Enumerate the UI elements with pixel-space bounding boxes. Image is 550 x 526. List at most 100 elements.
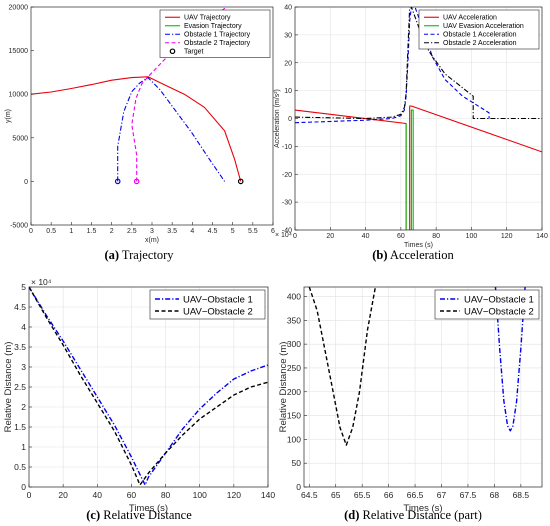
axes-box [303, 286, 543, 488]
x-tick-label: 65.5 [354, 490, 371, 500]
x-tick-label: 68.5 [513, 490, 530, 500]
series-line-2 [405, 109, 414, 230]
marker-1 [237, 178, 244, 185]
x-tick-label: 120 [501, 233, 513, 240]
x-tick-label: 60 [397, 233, 405, 240]
y-tick-label: 4.5 [14, 302, 26, 312]
x-axis-label: Times (s) [129, 503, 168, 514]
legend-box [434, 289, 540, 320]
y-tick-label: -10 [282, 144, 292, 151]
y-tick-label: 5000 [12, 135, 28, 142]
x-tick-label: 40 [362, 233, 370, 240]
x-tick-label: 100 [466, 233, 478, 240]
x-tick-label: 67 [437, 490, 447, 500]
x-tick-label: 66.5 [407, 490, 424, 500]
x-axis-label: Times (s) [404, 242, 433, 249]
series-line-2 [308, 287, 377, 446]
y-axis-label: y(m) [5, 109, 12, 123]
x-tick-label: 4.5 [208, 228, 218, 235]
x-tick-label: 80 [161, 490, 171, 500]
y-tick-label: 2 [21, 402, 26, 412]
y-tick-label: 400 [287, 292, 301, 302]
y-tick-label: 350 [287, 315, 301, 325]
y-tick-label: 3 [21, 362, 26, 372]
y-tick-label: 0 [296, 482, 301, 492]
legend-label-3: Obstacle 1 Trajectory [184, 32, 251, 39]
y-tick-label: -30 [282, 200, 292, 207]
x-tick-label: 5 [231, 228, 235, 235]
x-tick-label: 140 [261, 490, 275, 500]
x-tick-label: 67.5 [460, 490, 477, 500]
y-tick-label: 100 [287, 434, 301, 444]
series-group [29, 287, 268, 486]
x-tick-label: 0.5 [46, 228, 56, 235]
y-tick-label: -5000 [10, 223, 28, 230]
legend-swatch-5 [169, 48, 176, 55]
x-tick-label: 6 [271, 228, 275, 235]
caption-a: (a) Trajectory [104, 248, 174, 262]
x-tick-label: 0 [29, 228, 33, 235]
y-tick-label: 50 [292, 458, 302, 468]
caption-d: (d) Relative Distance (part) [344, 508, 482, 522]
legend-label-1: UAV Trajectory [184, 15, 231, 22]
y-tick-label: 0 [21, 482, 26, 492]
x-tick-label: 60 [127, 490, 137, 500]
y-tick-label: 20000 [9, 5, 29, 12]
x-tick-label: 1 [69, 228, 73, 235]
series-group [308, 287, 526, 446]
series-line-1 [31, 76, 242, 182]
x-tick-label: 2 [110, 228, 114, 235]
y-tick-label: 1.5 [14, 422, 26, 432]
legend-label-4: Obstacle 2 Trajectory [184, 40, 251, 47]
y-tick-label: 3.5 [14, 342, 26, 352]
y-tick-label: 0.5 [14, 462, 26, 472]
y-tick-label: 300 [287, 339, 301, 349]
y-exponent-label: × 10⁴ [31, 277, 52, 287]
y-tick-label: 0 [24, 179, 28, 186]
series-group [295, 7, 542, 230]
y-tick-label: 30 [284, 32, 292, 39]
y-tick-label: 20 [284, 60, 292, 67]
marker-2 [114, 178, 121, 185]
x-tick-label: 140 [536, 233, 548, 240]
x-tick-label: 1.5 [87, 228, 97, 235]
x-axis-label: Times (s) [403, 503, 442, 514]
legend-label-1: UAV−Obstacle 1 [464, 294, 534, 305]
caption-b: (b) Acceleration [372, 248, 454, 262]
y-tick-label: 1 [21, 442, 26, 452]
x-axis-label: x(m) [145, 237, 159, 244]
x-tick-label: 4 [190, 228, 194, 235]
y-tick-label: 0 [288, 116, 292, 123]
x-tick-label: 20 [326, 233, 334, 240]
panel-d-relative-distance-part: 64.5 65 65.5 66 66.5 67 67.5 68 68.5 0 50 100 150 200… [278, 286, 543, 514]
y-tick-label: 200 [287, 387, 301, 397]
legend-label-2: UAV−Obstacle 2 [183, 306, 253, 317]
legend-label-2: UAV−Obstacle 2 [464, 306, 534, 317]
legend-label-3: Obstacle 1 Acceleration [443, 32, 517, 39]
x-tick-label: 2.5 [127, 228, 137, 235]
legend-label-2: Evasion Trajectory [184, 23, 242, 30]
series-line-3 [117, 77, 226, 182]
y-axis-label: Relative Distance (m) [3, 342, 14, 433]
x-tick-label: 68 [490, 490, 500, 500]
x-exponent-label: × 10⁴ [275, 232, 292, 239]
panel-a-trajectory: 0 0.5 1 1.5 2 2.5 3 3.5 4 4.5 5 5.5 6-50000500010000… [5, 5, 292, 245]
legend-label-2: UAV Evasion Acceleration [443, 23, 524, 30]
y-axis-label: Relative Distance (m) [278, 342, 289, 433]
y-tick-label: -20 [282, 172, 292, 179]
x-tick-label: 0 [293, 233, 297, 240]
legend-label-5: Target [184, 49, 204, 56]
y-tick-label: 10000 [9, 92, 29, 99]
x-tick-label: 3.5 [167, 228, 177, 235]
x-tick-label: 3 [150, 228, 154, 235]
y-tick-label: 2.5 [14, 382, 26, 392]
y-tick-label: 5 [21, 282, 26, 292]
y-tick-label: 4 [21, 322, 26, 332]
x-tick-label: 40 [93, 490, 103, 500]
caption-c: (c) Relative Distance [86, 508, 192, 522]
x-tick-label: 64.5 [301, 490, 318, 500]
